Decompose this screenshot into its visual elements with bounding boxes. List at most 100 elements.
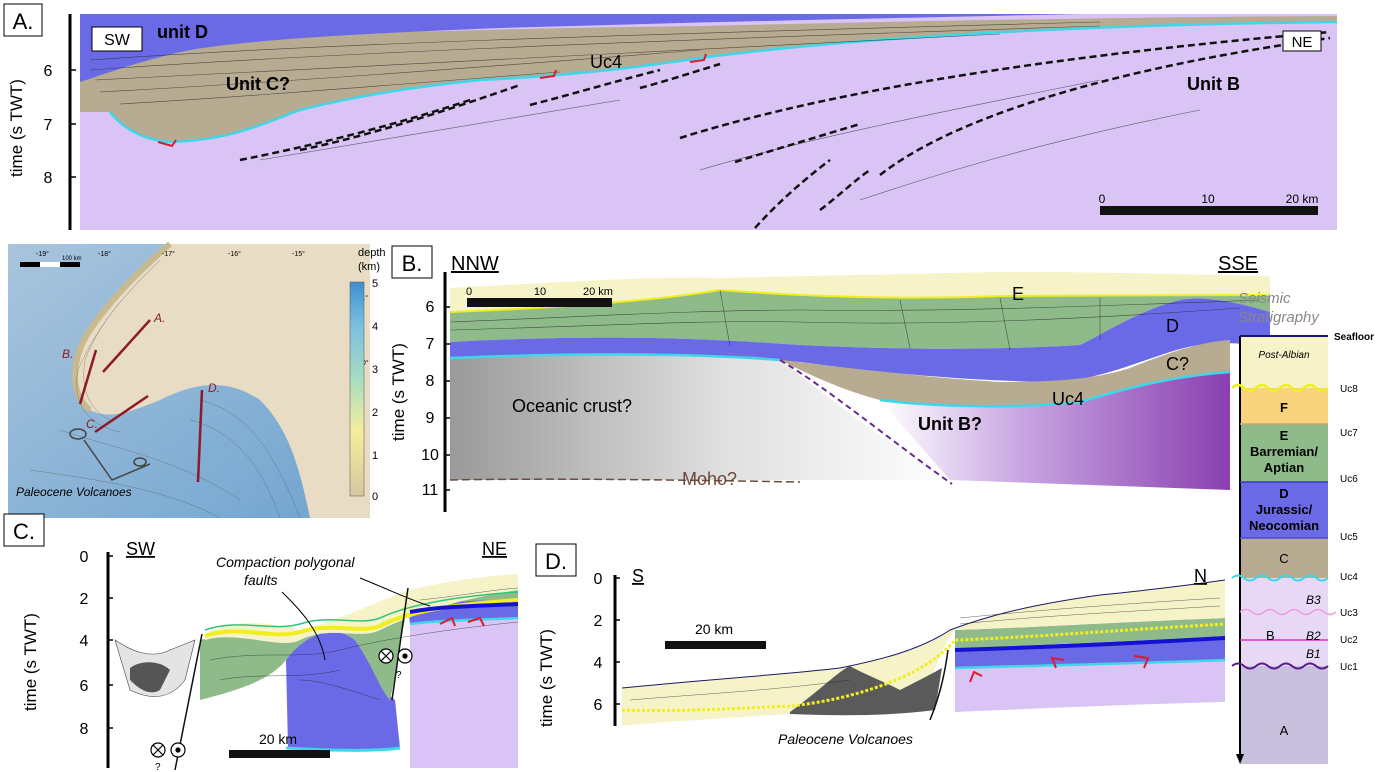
- panel-b: 6 7 8 9 10 11 time (s TWT) B. NNW SSE 0 …: [389, 245, 1271, 512]
- panel-c-volcanic-left: [130, 662, 170, 693]
- panel-d-scale-label: 20 km: [695, 621, 733, 637]
- map-legend-tick: 2: [372, 407, 378, 419]
- strat-unit-a: [1240, 666, 1328, 764]
- panel-b-ytick: 8: [426, 373, 435, 390]
- panel-a-red-arrow-3: [689, 53, 707, 63]
- panel-c-green-horizon: [204, 591, 519, 631]
- panel-a-ne-box: [1282, 30, 1322, 52]
- strat-uc5: Uc5: [1340, 532, 1358, 543]
- panel-b-fault-dashed: [779, 359, 953, 485]
- panel-c: ? ? 0 2 4 6 8 time (s TWT) C. SW NE Comp…: [3, 513, 519, 772]
- panel-a-ytick: 8: [44, 170, 53, 187]
- strat-uc6: Uc6: [1340, 474, 1358, 485]
- strat-uc4: Uc4: [1340, 572, 1358, 583]
- map-line-b: [78, 349, 98, 405]
- strat-unit-d: [1240, 482, 1328, 538]
- map-label-d: D.: [208, 381, 220, 395]
- panel-d-ytick: 0: [594, 571, 603, 588]
- map-legend-unit: (km): [358, 261, 380, 273]
- panel-d-ytick: 4: [594, 655, 603, 672]
- strat-uc8: Uc8: [1340, 384, 1358, 395]
- map-lon-tick: -18°: [98, 250, 111, 258]
- panel-d-seafloor: [621, 579, 1226, 689]
- panel-b-ytick: 11: [422, 482, 439, 499]
- map-lon-tick: -16°: [228, 250, 241, 258]
- panel-a-scale-tick: 0: [1099, 192, 1106, 206]
- panel-a-ytick: 7: [44, 117, 53, 134]
- panel-b-y-label: time (s TWT): [389, 343, 408, 441]
- panel-d-unit-d-fill: [955, 636, 1225, 668]
- panel-d-letter-box: [535, 543, 577, 577]
- panel-c-compaction-1: Compaction polygonal: [216, 554, 355, 570]
- panel-c-scale-label: 20 km: [259, 731, 297, 747]
- strat-unit-b: [1240, 578, 1328, 666]
- panel-d-scale-bar: [665, 641, 766, 649]
- panel-d-ytick: 2: [594, 613, 603, 630]
- map-legend-title: depth: [358, 247, 386, 259]
- strat-f: F: [1280, 400, 1288, 415]
- panel-a-red-arrow-2: [539, 69, 557, 79]
- panel-b-moho: Moho?: [682, 469, 737, 489]
- map-lon-tick: -19°: [36, 250, 49, 258]
- map-volcanoes-label: Paleocene Volcanoes: [16, 485, 132, 499]
- strat-d1: D: [1279, 486, 1288, 501]
- panel-d-red-arrow-2: [1050, 656, 1065, 669]
- panel-a-faults: [239, 30, 1331, 229]
- panel-c-unit-e-fill: [200, 590, 518, 700]
- panel-a-ne: NE: [1292, 34, 1313, 51]
- panel-a-sw-box: [91, 26, 143, 52]
- panel-c-compaction-2: faults: [244, 572, 277, 588]
- panel-c-ne: NE: [482, 539, 507, 559]
- map-line-d: [196, 389, 204, 483]
- panel-b-uc4: Uc4: [1052, 389, 1084, 409]
- panel-d-uc4-horizon: [954, 658, 1226, 670]
- map-legend-tick: 3: [372, 364, 378, 376]
- panel-b-oceanic-crust-fill: [450, 354, 950, 480]
- panel-c-letter: C.: [13, 519, 35, 544]
- panel-a-red-arrow-1: [157, 139, 177, 148]
- panel-b-unit-e-fill: [450, 290, 1270, 349]
- panel-d-volcanoes: Paleocene Volcanoes: [778, 731, 913, 747]
- panel-c-strike-slip-symbols: [150, 648, 413, 758]
- panel-d-unit-b-fill: [955, 660, 1225, 712]
- panel-b-unit-d: D: [1166, 316, 1179, 336]
- strat-c: C: [1279, 551, 1288, 566]
- panel-c-red-arrow-2: [467, 616, 485, 627]
- panel-a-scale-bar: [1100, 206, 1318, 215]
- strat-d3: Neocomian: [1249, 518, 1319, 533]
- strat-a: A: [1280, 723, 1289, 738]
- panel-c-uc6-right: [409, 602, 519, 614]
- panel-c-scale-bar: [229, 750, 330, 758]
- panel-d-s: S: [632, 566, 644, 586]
- strat-uc7: Uc7: [1340, 428, 1358, 439]
- panel-b-letter-box: [391, 245, 433, 279]
- map-lon-tick: -15°: [292, 250, 305, 258]
- map-label-a: A.: [153, 311, 165, 325]
- panel-d-red-arrow-3: [1133, 655, 1150, 669]
- map-volcano-markers: [69, 428, 151, 481]
- panel-c-red-arrow-1: [439, 616, 456, 627]
- panel-d-fault: [929, 649, 949, 721]
- strat-uc2: Uc2: [1340, 635, 1358, 646]
- panel-d-uc6-horizon: [954, 636, 1226, 652]
- strat-uc1: Uc1: [1340, 662, 1358, 673]
- map-land-shelf: [75, 244, 370, 518]
- panel-a: 6 7 8 time (s TWT) A. SW NE unit D Unit …: [3, 3, 1338, 230]
- panel-a-unit-d-fill: [80, 14, 1080, 82]
- panel-d-uc8-horizon: [621, 622, 1226, 713]
- panel-b-unit-c-fill: [720, 340, 1230, 407]
- map-lon-tick: -17°: [162, 250, 175, 258]
- panel-c-y-label: time (s TWT): [21, 613, 40, 711]
- panel-b-sse: SSE: [1218, 253, 1258, 275]
- panel-c-question-right: ?: [396, 670, 402, 681]
- panel-b-ytick: 10: [421, 447, 439, 464]
- panel-c-unit-d-basin: [286, 631, 400, 751]
- panel-a-scale-tick: 10: [1201, 192, 1215, 206]
- strat-b3: B3: [1306, 593, 1321, 607]
- panel-c-question-left: ?: [155, 762, 161, 772]
- panel-c-ytick: 8: [80, 721, 89, 738]
- panel-d-ytick: 6: [594, 697, 603, 714]
- strat-uc8-line: [1231, 383, 1329, 393]
- map-label-b: B.: [62, 347, 73, 361]
- strat-unit-f: [1240, 388, 1328, 424]
